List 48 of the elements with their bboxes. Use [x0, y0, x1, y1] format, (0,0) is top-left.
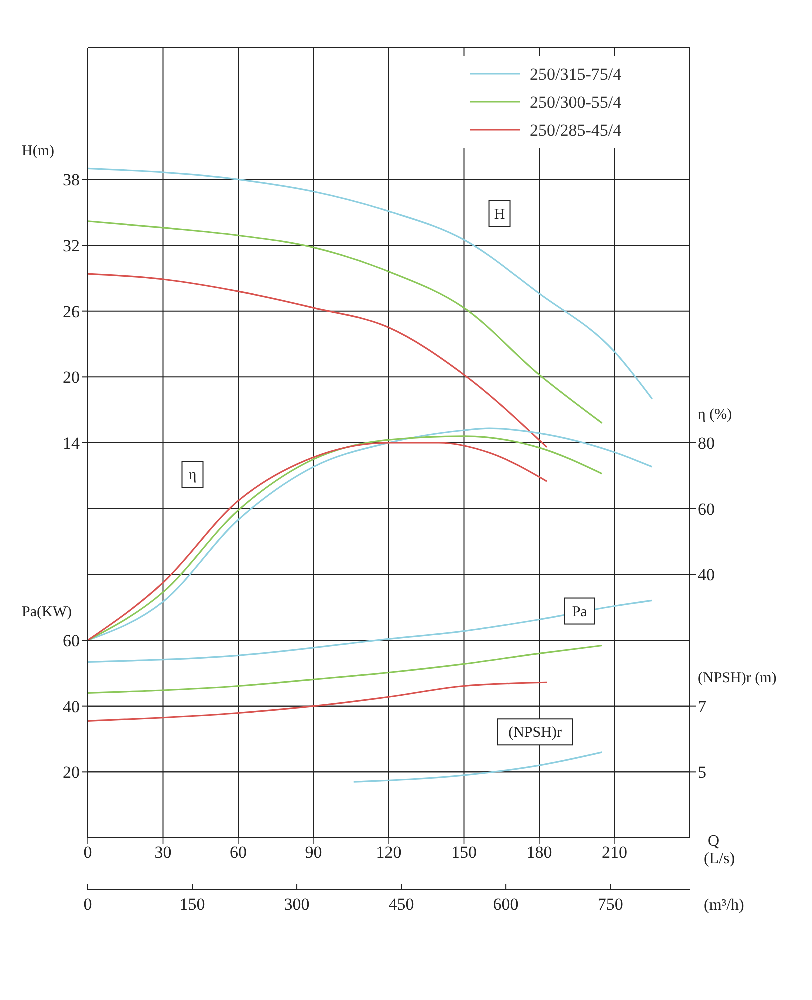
- x2-tick-label: 450: [388, 895, 414, 914]
- text: Q: [708, 833, 720, 850]
- y-tick-label: 38: [63, 170, 80, 190]
- legend-label: 250/300-55/4: [530, 93, 622, 112]
- annotation: (NPSH)r: [508, 725, 562, 742]
- line-series: [88, 168, 654, 400]
- y-tick-label: 20: [63, 763, 80, 782]
- y2-tick-label: 5: [698, 763, 706, 782]
- x2-tick-label: 0: [84, 895, 92, 914]
- y2-tick-label: 7: [698, 697, 707, 716]
- x-tick-label: 120: [376, 843, 402, 862]
- y2-axis-title: η (%): [698, 407, 732, 423]
- x-tick-label: 90: [305, 843, 322, 862]
- y-tick-label: 26: [63, 302, 80, 322]
- y-tick-label: 14: [63, 434, 80, 454]
- x-axis-title: (L/s): [704, 850, 736, 868]
- legend-label: 250/315-75/4: [530, 65, 622, 84]
- y2-tick-label: 40: [698, 566, 715, 585]
- x2-tick-label: 750: [598, 895, 624, 914]
- x2-tick-label: 600: [493, 895, 519, 914]
- line-series: [88, 644, 604, 694]
- line-series: [353, 752, 604, 783]
- annotation: η: [188, 468, 197, 484]
- x-tick-label: 180: [526, 843, 552, 862]
- line-series: [88, 600, 654, 664]
- line-series: [88, 220, 604, 424]
- y-tick-label: 20: [63, 368, 80, 388]
- annotation: Pa: [572, 604, 588, 620]
- x2-axis-title: (m³/h): [704, 897, 744, 914]
- x2-tick-label: 150: [180, 895, 206, 914]
- x-tick-label: 210: [602, 843, 628, 862]
- line-series: [88, 682, 548, 722]
- line-series: [88, 273, 548, 448]
- annotation: H: [494, 206, 506, 223]
- y2-axis-title: (NPSH)r (m): [698, 670, 777, 686]
- y-axis-title: H(m): [22, 144, 54, 160]
- x-tick-label: 0: [84, 843, 92, 862]
- x-tick-label: 150: [452, 843, 477, 862]
- x-tick-label: 30: [154, 843, 172, 862]
- x-tick-label: 60: [230, 843, 247, 862]
- y2-tick-label: 60: [698, 500, 715, 519]
- y-tick-label: 40: [63, 697, 80, 716]
- y-axis-title: Pa(KW): [22, 604, 72, 620]
- legend-label: 250/285-45/4: [530, 121, 622, 140]
- y-tick-label: 32: [63, 236, 80, 256]
- y-tick-label: 60: [63, 632, 80, 651]
- y2-tick-label: 80: [698, 434, 715, 454]
- x2-tick-label: 300: [284, 895, 310, 914]
